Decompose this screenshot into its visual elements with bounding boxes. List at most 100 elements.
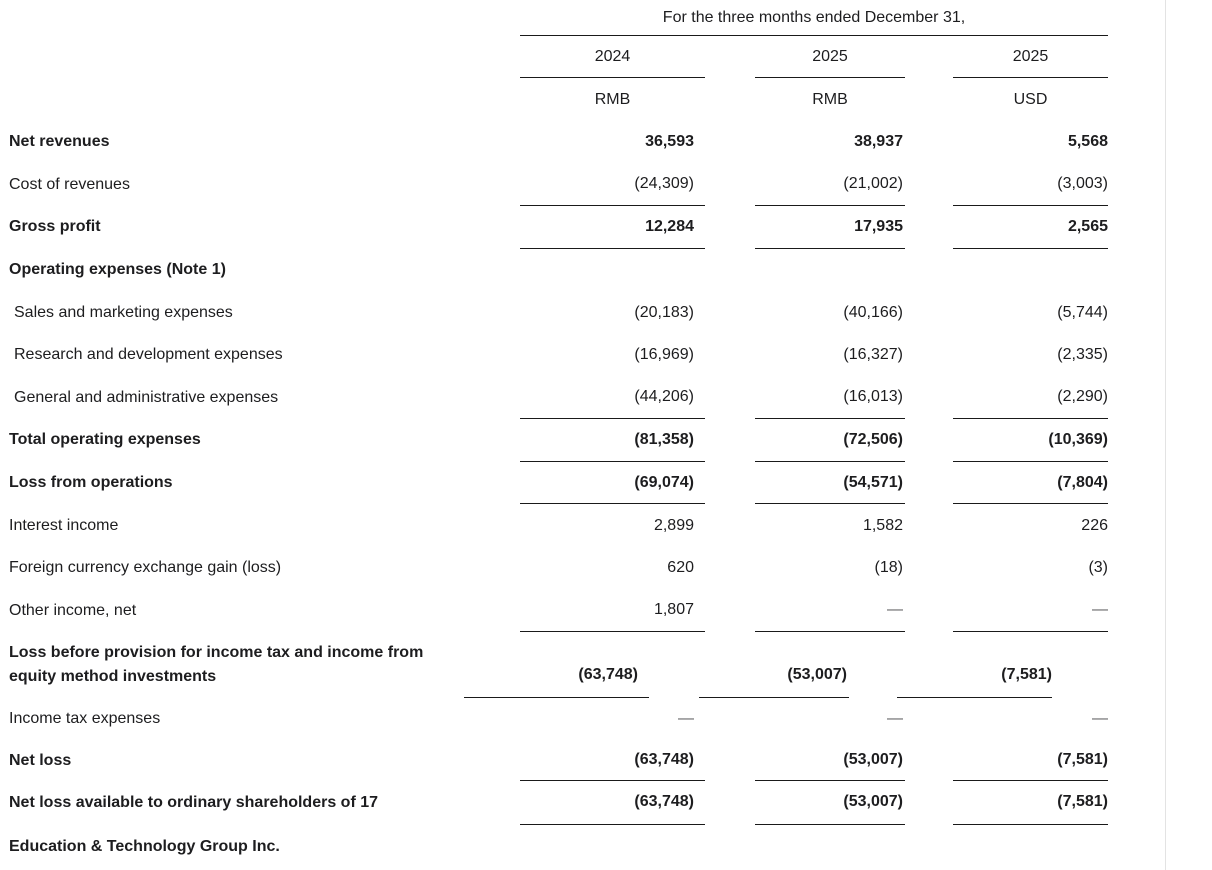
column-gap xyxy=(705,825,755,870)
column-gap xyxy=(905,164,953,207)
col-currency-usd-2025: USD xyxy=(1013,90,1048,108)
column-gap xyxy=(905,334,953,377)
column-gap xyxy=(905,781,953,825)
row-label: Cost of revenues xyxy=(9,175,130,193)
row-label: Foreign currency exchange gain (loss) xyxy=(9,559,282,577)
column-gap xyxy=(905,78,953,121)
value-2025-usd: (5,744) xyxy=(1057,303,1108,321)
column-gap xyxy=(905,419,953,462)
value-2025-rmb: (53,007) xyxy=(755,781,905,825)
page-edge-divider xyxy=(1165,0,1166,870)
value-2025-usd xyxy=(953,825,1108,870)
value-2025-usd: 226 xyxy=(1081,516,1108,534)
row-interest-income: Interest income 2,899 1,582 226 xyxy=(9,504,1108,547)
row-label: Research and development expenses xyxy=(14,346,283,364)
row-label: Education & Technology Group Inc. xyxy=(9,838,280,856)
column-gap xyxy=(905,36,953,78)
column-gap xyxy=(705,164,755,207)
value-2025-usd: (3) xyxy=(1088,559,1108,577)
column-gap xyxy=(705,291,755,334)
value-2024-rmb: (44,206) xyxy=(520,377,705,420)
value-2025-rmb: (16,327) xyxy=(843,346,903,364)
value-2024-rmb: (69,074) xyxy=(520,462,705,505)
value-2024-rmb xyxy=(520,825,705,870)
value-2025-rmb: (54,571) xyxy=(755,462,905,505)
row-cost-of-revenues: Cost of revenues (24,309) (21,002) (3,00… xyxy=(9,164,1108,207)
value-2025-usd: — xyxy=(1092,710,1108,728)
row-label: Other income, net xyxy=(9,601,137,619)
column-gap xyxy=(849,632,897,698)
value-2025-rmb xyxy=(755,249,905,292)
column-gap xyxy=(905,547,953,590)
value-2025-usd: (3,003) xyxy=(953,164,1108,207)
value-2025-rmb: (72,506) xyxy=(755,419,905,462)
column-gap xyxy=(705,741,755,781)
col-currency-rmb-2025: RMB xyxy=(812,90,848,108)
row-net-loss-available-to-shareholders: Net loss available to ordinary sharehold… xyxy=(9,781,1108,825)
value-2025-usd: (2,335) xyxy=(1057,346,1108,364)
row-label: General and administrative expenses xyxy=(14,388,279,406)
row-label: Loss from operations xyxy=(9,474,173,492)
column-gap xyxy=(905,377,953,420)
value-2025-usd: 2,565 xyxy=(953,206,1108,249)
column-gap xyxy=(705,78,755,121)
row-label: Net loss xyxy=(9,751,72,769)
column-gap xyxy=(705,547,755,590)
row-net-revenues: Net revenues 36,593 38,937 5,568 xyxy=(9,121,1108,164)
value-2024-rmb: 12,284 xyxy=(520,206,705,249)
table-header-currencies: RMB RMB USD xyxy=(9,78,1108,121)
value-2025-rmb xyxy=(755,825,905,870)
row-label: Net loss available to ordinary sharehold… xyxy=(9,793,379,811)
value-2024-rmb: (20,183) xyxy=(634,303,694,321)
column-gap xyxy=(705,698,755,741)
row-income-tax-expenses: Income tax expenses — — — xyxy=(9,698,1108,741)
row-gross-profit: Gross profit 12,284 17,935 2,565 xyxy=(9,206,1108,249)
header-spacer xyxy=(9,78,520,121)
value-2025-usd: (7,581) xyxy=(953,781,1108,825)
value-2025-rmb: — xyxy=(755,590,905,633)
col-year-2025-rmb: 2025 xyxy=(755,36,905,78)
value-2024-rmb: 620 xyxy=(667,559,694,577)
column-gap xyxy=(905,741,953,781)
column-gap xyxy=(705,36,755,78)
column-gap xyxy=(705,462,755,505)
table-header-period: For the three months ended December 31, xyxy=(9,0,1108,36)
row-label: Total operating expenses xyxy=(9,431,201,449)
header-spacer xyxy=(9,0,520,36)
value-2025-rmb: (21,002) xyxy=(755,164,905,207)
value-2025-usd: 5,568 xyxy=(1067,133,1108,151)
income-statement-table: For the three months ended December 31, … xyxy=(9,0,1108,870)
column-gap xyxy=(905,291,953,334)
value-2024-rmb xyxy=(520,249,705,292)
value-2024-rmb: 2,899 xyxy=(653,516,694,534)
row-company-name-continuation: Education & Technology Group Inc. xyxy=(9,825,1108,870)
column-gap xyxy=(705,206,755,249)
column-gap xyxy=(705,419,755,462)
row-label: Income tax expenses xyxy=(9,710,161,728)
column-gap xyxy=(705,781,755,825)
header-spacer xyxy=(9,36,520,78)
column-gap xyxy=(705,377,755,420)
value-2024-rmb: (24,309) xyxy=(520,164,705,207)
value-2025-usd: (7,581) xyxy=(897,632,1052,699)
column-gap xyxy=(905,504,953,547)
column-gap xyxy=(905,206,953,249)
value-2025-rmb: (16,013) xyxy=(755,377,905,420)
column-gap xyxy=(905,249,953,292)
period-title: For the three months ended December 31, xyxy=(520,0,1108,36)
row-label: Sales and marketing expenses xyxy=(14,303,233,321)
value-2024-rmb: (63,748) xyxy=(520,741,705,781)
row-foreign-currency-exchange: Foreign currency exchange gain (loss) 62… xyxy=(9,547,1108,590)
row-label: Loss before provision for income tax and… xyxy=(9,644,424,686)
column-gap xyxy=(905,698,953,741)
column-gap xyxy=(649,632,699,698)
value-2025-usd: — xyxy=(953,590,1108,633)
value-2025-usd xyxy=(953,249,1108,292)
value-2024-rmb: — xyxy=(678,710,694,728)
value-2024-rmb: 1,807 xyxy=(520,590,705,633)
column-gap xyxy=(905,462,953,505)
col-year-2024: 2024 xyxy=(520,36,705,78)
value-2025-usd: (7,804) xyxy=(953,462,1108,505)
row-label: Operating expenses (Note 1) xyxy=(9,261,226,279)
row-loss-from-operations: Loss from operations (69,074) (54,571) (… xyxy=(9,462,1108,505)
